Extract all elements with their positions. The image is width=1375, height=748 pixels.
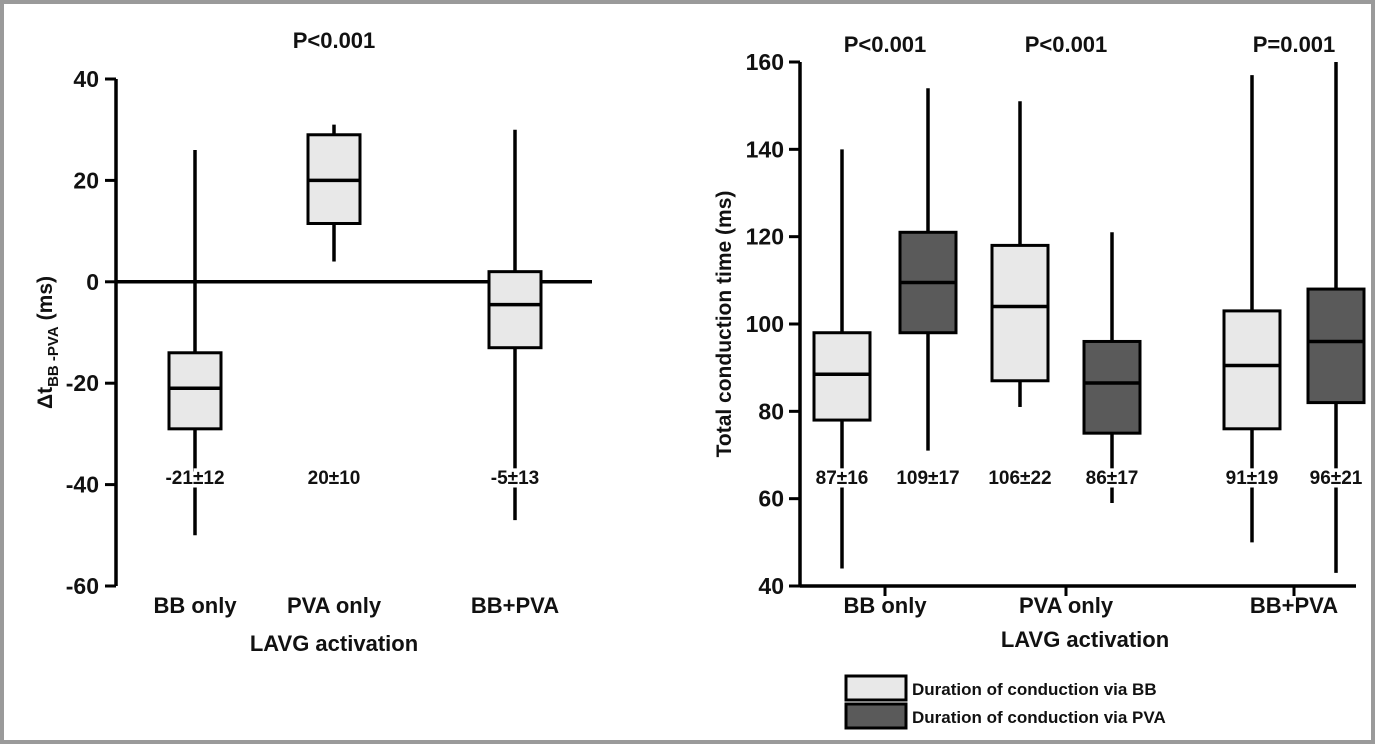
right-p-value: P<0.001 xyxy=(1025,32,1108,57)
left-y-axis-label: ΔtBB -PVA (ms) xyxy=(34,276,62,409)
right-y-tick-label: 80 xyxy=(758,398,784,424)
right-box-s1-1-box xyxy=(1082,339,1142,435)
right-box-s0-2-box xyxy=(1222,309,1282,431)
left-box-0-box xyxy=(167,351,223,431)
legend-swatch-1 xyxy=(844,702,908,730)
left-y-tick-label: 40 xyxy=(73,66,99,92)
left-y-label-main: Δt xyxy=(34,387,57,409)
left-category-label: PVA only xyxy=(287,593,382,618)
left-box-2-mean-sd-label: -5±13 xyxy=(491,468,539,489)
right-category-label: BB only xyxy=(843,593,927,618)
left-y-tick-label: 20 xyxy=(73,167,99,193)
right-box-s0-2-mean-sd-label: 91±19 xyxy=(1226,468,1279,489)
left-category-label: BB+PVA xyxy=(471,593,559,618)
left-category-label: BB only xyxy=(153,593,237,618)
left-y-tick-label: -20 xyxy=(66,370,99,396)
right-y-tick-label: 60 xyxy=(758,486,784,512)
left-y-label-unit: (ms) xyxy=(34,276,57,320)
legend-swatch-0 xyxy=(844,674,908,702)
right-category-label: BB+PVA xyxy=(1250,593,1338,618)
left-x-axis-label: LAVG activation xyxy=(250,631,418,656)
right-p-value: P<0.001 xyxy=(844,32,927,57)
left-y-label-subscript: BB -PVA xyxy=(45,326,62,387)
right-box-s1-2-box xyxy=(1306,287,1366,405)
left-box-1-mean-sd-label: 20±10 xyxy=(308,468,361,489)
right-box-s0-0-box xyxy=(812,331,872,422)
right-p-value: P=0.001 xyxy=(1253,32,1336,57)
right-box-s1-0-mean-sd-label: 109±17 xyxy=(896,468,959,489)
legend-label-1: Duration of conduction via PVA xyxy=(912,708,1166,727)
left-box-2-box xyxy=(487,270,543,350)
legend-label-0: Duration of conduction via BB xyxy=(912,680,1157,699)
right-x-axis-label: LAVG activation xyxy=(1001,627,1169,652)
right-category-label: PVA only xyxy=(1019,593,1114,618)
right-box-s0-1-mean-sd-label: 106±22 xyxy=(988,468,1051,489)
right-box-s1-2-mean-sd-label: 96±21 xyxy=(1310,468,1363,489)
right-box-s1-1-mean-sd-label: 86±17 xyxy=(1086,468,1139,489)
left-y-tick-label: -60 xyxy=(66,573,99,599)
right-y-axis-label: Total conduction time (ms) xyxy=(713,191,736,458)
left-p-value: P<0.001 xyxy=(293,28,376,53)
left-y-tick-label: 0 xyxy=(86,269,99,295)
right-y-tick-label: 100 xyxy=(746,311,784,337)
left-box-0-mean-sd-label: -21±12 xyxy=(165,468,224,489)
right-y-tick-label: 140 xyxy=(746,136,784,162)
right-y-tick-label: 160 xyxy=(746,49,784,75)
right-box-s0-1-box xyxy=(990,243,1050,383)
right-box-s0-0-mean-sd-label: 87±16 xyxy=(816,468,869,489)
figure-svg: 40 20 0 -20 -40 -60 ΔtBB -PVA (ms) -21±12 20±10 -5… xyxy=(34,28,1366,730)
left-y-tick-label: -40 xyxy=(66,472,99,498)
right-y-tick-label: 120 xyxy=(746,224,784,250)
right-y-tick-label: 40 xyxy=(758,573,784,599)
